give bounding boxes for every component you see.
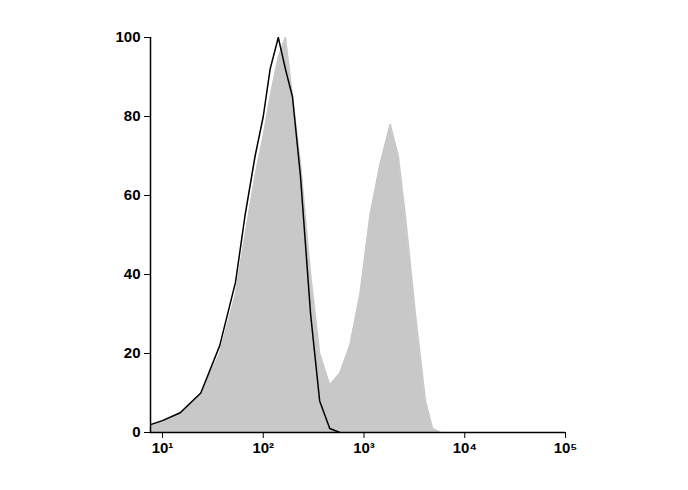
svg-text:0: 0 xyxy=(132,423,140,440)
svg-text:10¹: 10¹ xyxy=(152,439,174,456)
svg-text:10³: 10³ xyxy=(353,439,375,456)
svg-text:10²: 10² xyxy=(252,439,274,456)
svg-text:10⁵: 10⁵ xyxy=(554,439,578,456)
svg-text:20: 20 xyxy=(124,344,141,361)
svg-text:60: 60 xyxy=(124,186,141,203)
svg-text:40: 40 xyxy=(124,265,141,282)
svg-text:10⁴: 10⁴ xyxy=(453,439,477,456)
svg-text:100: 100 xyxy=(115,28,140,45)
svg-text:80: 80 xyxy=(124,107,141,124)
